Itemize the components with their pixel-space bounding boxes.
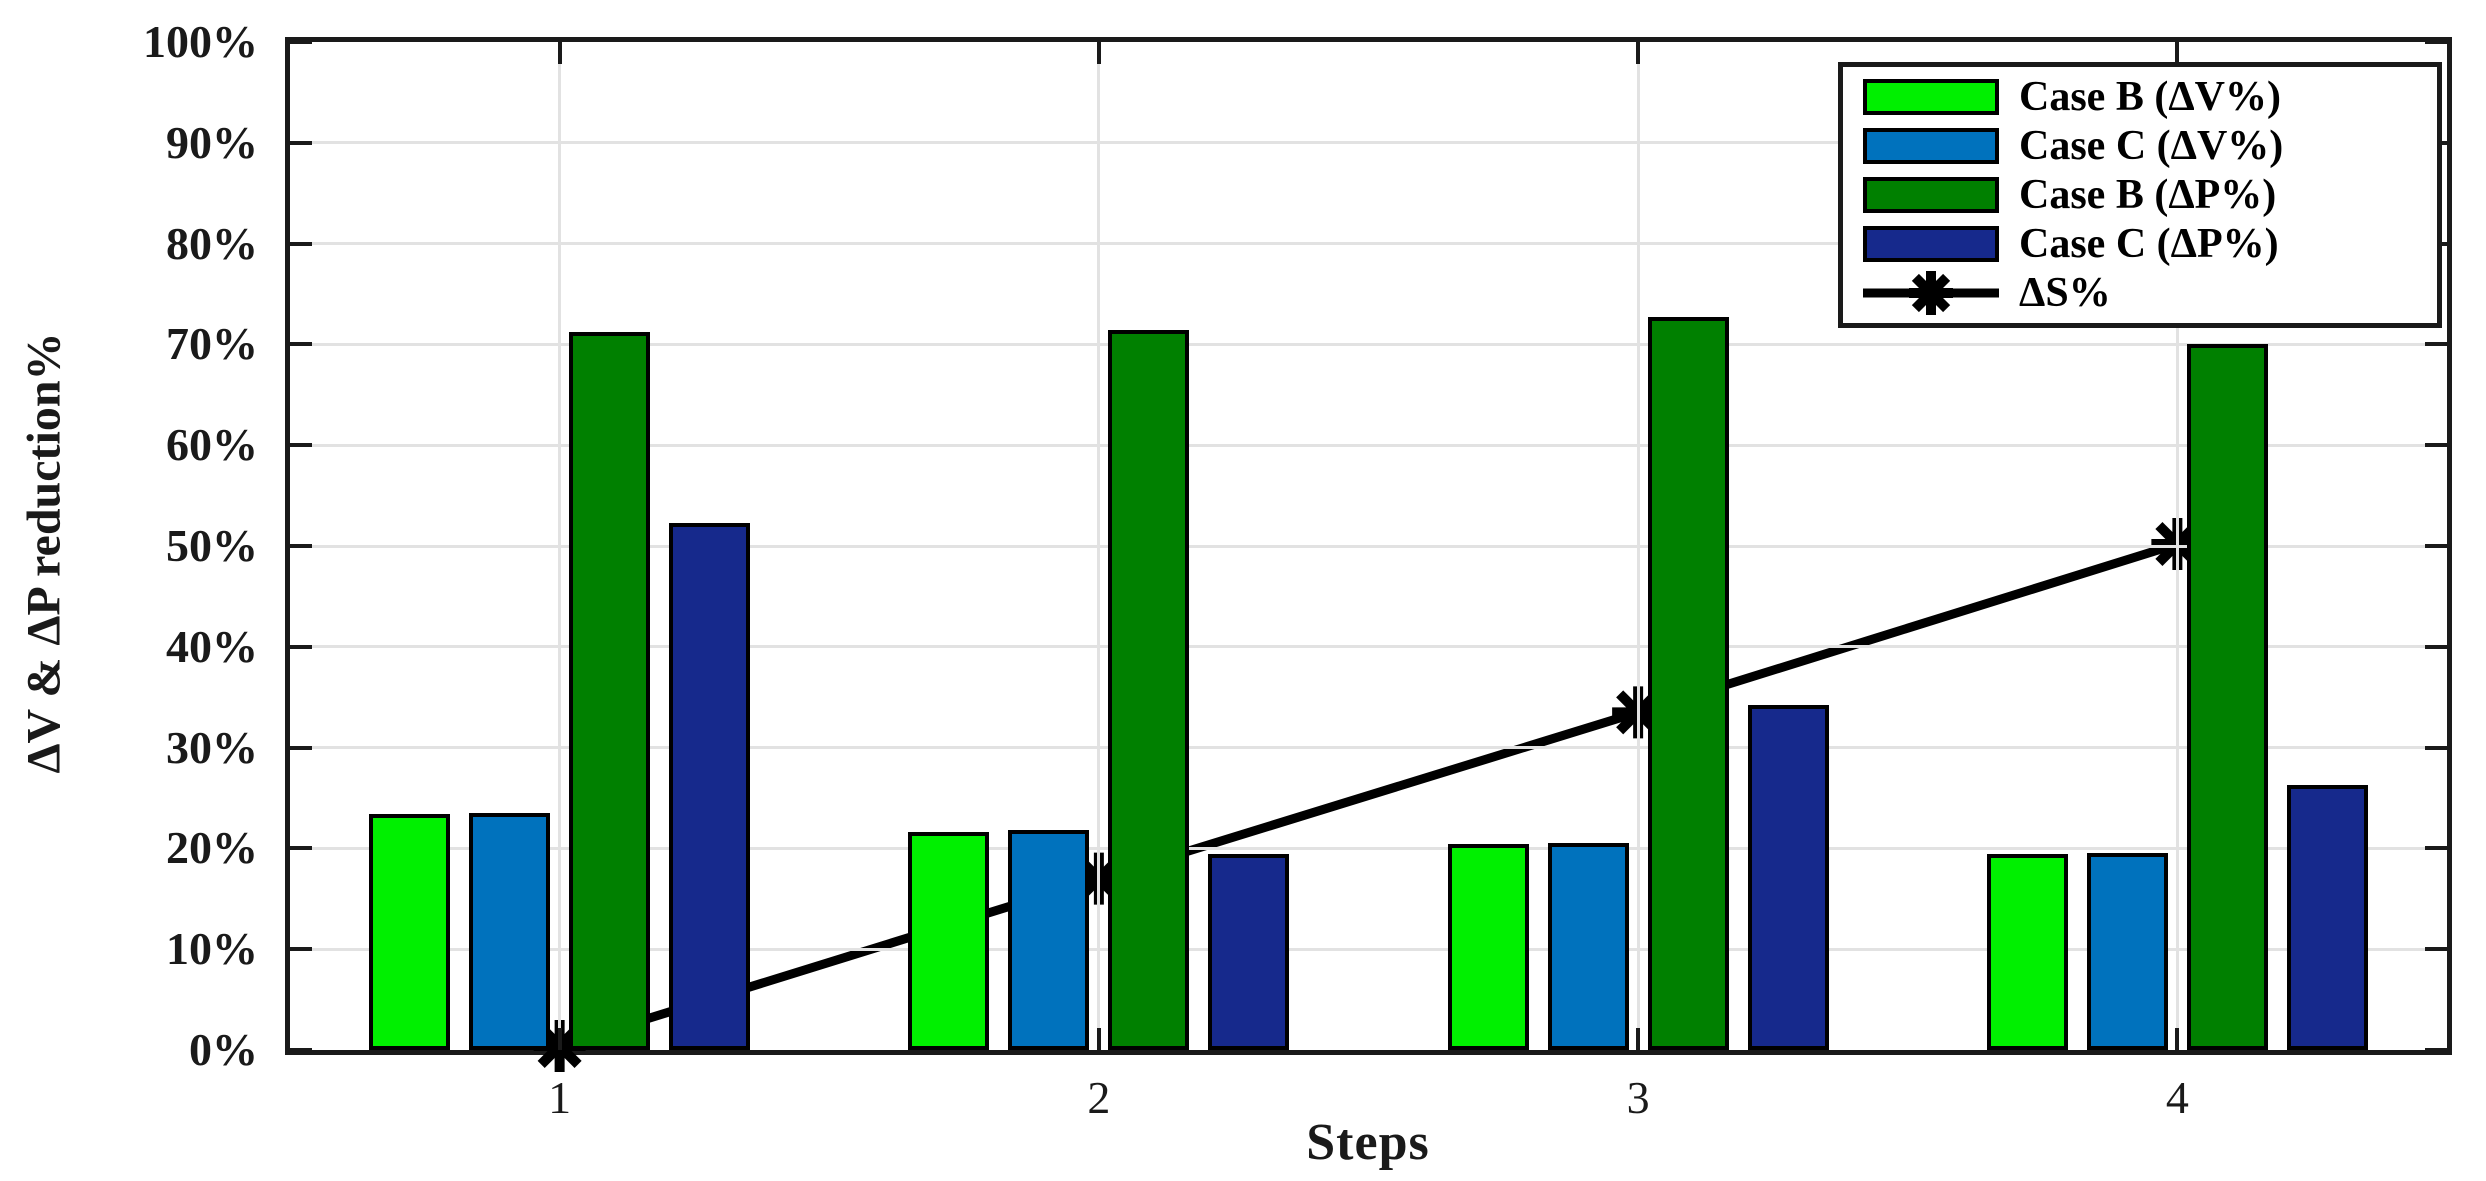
bar-case-c-p--step2 — [1208, 854, 1290, 1050]
bar-case-b-v--step1 — [369, 814, 451, 1050]
bar-case-b-v--step3 — [1447, 844, 1529, 1050]
legend-entry: ΔS% — [1863, 269, 2437, 316]
y-tick-left — [290, 342, 312, 347]
y-tick-right — [2425, 1048, 2447, 1052]
v-gridline — [2175, 42, 2179, 1050]
bar-case-c-p--step3 — [1747, 705, 1829, 1050]
legend-swatch — [1863, 176, 1999, 213]
bar-case-c-v--step2 — [1008, 830, 1090, 1050]
v-gridline — [1097, 42, 1101, 1050]
bar-case-c-v--step1 — [469, 813, 551, 1050]
bar-case-c-p--step1 — [669, 522, 751, 1050]
legend-label: Case C (ΔV%) — [2019, 123, 2284, 170]
x-tick-label: 2 — [1087, 1072, 1111, 1123]
y-tick-label: 70% — [166, 318, 258, 370]
legend-swatch — [1863, 128, 1999, 165]
x-tick-top — [2175, 42, 2180, 64]
y-tick-right — [2425, 846, 2447, 851]
h-gridline — [290, 141, 2447, 145]
h-gridline — [290, 846, 2447, 850]
x-tick-label: 1 — [548, 1072, 572, 1123]
y-tick-left — [290, 40, 312, 44]
y-tick-left — [290, 1048, 312, 1052]
legend-swatch — [1863, 79, 1999, 116]
y-tick-left — [290, 644, 312, 649]
y-tick-label: 40% — [166, 620, 258, 672]
bar-case-c-v--step3 — [1547, 843, 1629, 1050]
legend-swatch — [1863, 225, 1999, 262]
legend-entry: Case B (ΔP%) — [1863, 173, 2437, 217]
y-tick-label: 10% — [166, 923, 258, 975]
delta-s-line — [558, 539, 2179, 1051]
x-tick-top — [557, 42, 562, 64]
bar-case-c-v--step4 — [2086, 853, 2168, 1050]
legend-label: ΔS% — [2019, 269, 2111, 316]
y-tick-label: 50% — [166, 520, 258, 571]
h-gridline — [290, 242, 2447, 246]
y-tick-right — [2425, 40, 2447, 44]
x-tick-top — [1096, 42, 1101, 64]
x-tick-bottom — [2175, 1028, 2180, 1050]
h-gridline — [290, 746, 2447, 750]
legend-label: Case B (ΔV%) — [2019, 74, 2281, 121]
legend-entry: Case C (ΔP%) — [1863, 222, 2437, 266]
legend: Case B (ΔV%) Case C (ΔV%) Case B (ΔP%) Case… — [1838, 62, 2442, 328]
y-tick-right — [2425, 644, 2447, 649]
legend-entry: Case C (ΔV%) — [1863, 124, 2437, 168]
legend-entry: Case B (ΔV%) — [1863, 75, 2437, 119]
bar-case-b-p--step2 — [1108, 330, 1190, 1050]
y-tick-label: 20% — [166, 822, 258, 874]
bar-case-b-p--step4 — [2186, 344, 2268, 1050]
v-gridline — [1636, 42, 1640, 1050]
y-tick-left — [290, 443, 312, 448]
legend-label: Case B (ΔP%) — [2019, 171, 2277, 218]
y-tick-right — [2425, 947, 2447, 952]
y-tick-right — [2425, 745, 2447, 750]
y-tick-label: 30% — [166, 721, 258, 773]
x-tick-label: 3 — [1626, 1072, 1650, 1123]
h-gridline — [290, 544, 2447, 548]
y-tick-label: 90% — [166, 116, 258, 168]
h-gridline — [290, 443, 2447, 447]
y-tick-right — [2425, 342, 2447, 347]
y-tick-left — [290, 241, 312, 246]
x-tick-bottom — [557, 1028, 562, 1050]
y-tick-right — [2425, 443, 2447, 448]
h-gridline — [290, 342, 2447, 346]
y-tick-label: 0% — [189, 1024, 258, 1075]
v-gridline — [558, 42, 562, 1050]
y-tick-label: 100% — [143, 16, 258, 67]
y-tick-left — [290, 745, 312, 750]
bar-case-c-p--step4 — [2286, 784, 2368, 1050]
x-tick-top — [1636, 42, 1641, 64]
bar-case-b-v--step2 — [908, 832, 990, 1050]
y-tick-left — [290, 544, 312, 548]
legend-line-sample — [1863, 270, 1999, 315]
bar-case-b-p--step3 — [1647, 317, 1729, 1050]
x-tick-label: 4 — [2165, 1072, 2189, 1123]
bar-case-b-p--step1 — [569, 332, 651, 1050]
h-gridline — [290, 947, 2447, 951]
bar-case-b-v--step4 — [1986, 854, 2068, 1050]
y-tick-label: 60% — [166, 419, 258, 471]
x-tick-bottom — [1096, 1028, 1101, 1050]
y-tick-left — [290, 846, 312, 851]
y-tick-left — [290, 947, 312, 952]
y-tick-right — [2425, 544, 2447, 548]
x-tick-bottom — [1636, 1028, 1641, 1050]
legend-label: Case C (ΔP%) — [2019, 220, 2279, 267]
asterisk-marker — [1911, 273, 1951, 312]
h-gridline — [290, 645, 2447, 649]
x-axis-title: Steps — [1306, 1114, 1430, 1171]
y-tick-label: 80% — [166, 217, 258, 269]
y-tick-left — [290, 140, 312, 145]
